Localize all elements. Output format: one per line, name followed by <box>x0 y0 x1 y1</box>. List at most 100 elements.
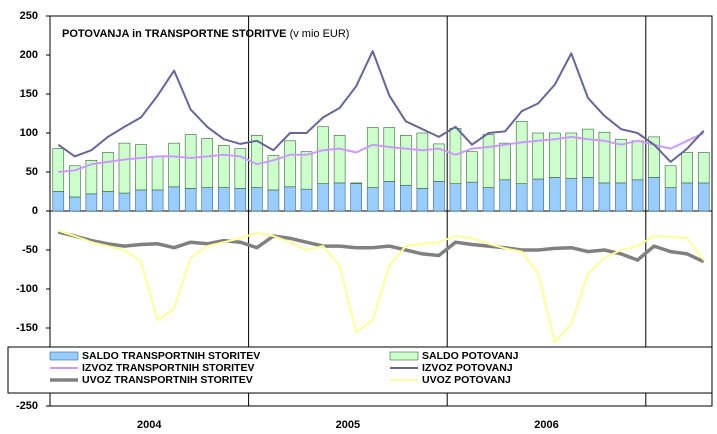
bar <box>135 189 147 212</box>
bar <box>168 142 180 188</box>
bar <box>515 121 528 185</box>
bar <box>598 131 611 184</box>
bar <box>366 187 379 212</box>
chart-title: POTOVANJA in TRANSPORTNE STORITVE (v mio… <box>62 28 349 40</box>
bar <box>317 183 329 212</box>
y-tick-label: -150 <box>16 322 38 334</box>
legend-swatch <box>389 351 419 361</box>
x-tick-label: 2005 <box>336 419 360 431</box>
bar <box>267 189 280 212</box>
y-tick-label: 100 <box>20 127 38 139</box>
bar <box>615 182 627 212</box>
bar <box>582 128 594 178</box>
bar <box>151 189 164 212</box>
legend-label: UVOZ POTOVANJ <box>422 374 511 386</box>
bar <box>168 186 180 212</box>
bar <box>631 179 644 212</box>
bar <box>648 177 660 212</box>
bar <box>317 126 329 185</box>
y-tick-label: -50 <box>22 244 38 256</box>
bar <box>251 187 263 212</box>
bar <box>201 187 214 212</box>
y-tick-label: 150 <box>20 88 38 100</box>
bar <box>565 132 578 179</box>
legend-label: SALDO POTOVANJ <box>422 350 519 362</box>
bar <box>697 152 710 184</box>
bar <box>631 140 644 181</box>
bar <box>217 145 230 188</box>
bar <box>681 152 693 184</box>
bar <box>416 132 429 189</box>
legend-swatch <box>49 351 79 361</box>
line <box>57 229 705 343</box>
bar <box>217 187 230 212</box>
line <box>57 50 705 163</box>
title: POTOVANJA in TRANSPORTNE STORITVE <box>62 28 287 40</box>
bar <box>102 191 114 212</box>
bar <box>515 183 528 212</box>
legend-box <box>7 346 713 394</box>
bar <box>300 188 313 212</box>
bar <box>201 138 214 188</box>
bar <box>499 142 511 181</box>
bar <box>416 188 429 212</box>
bar <box>433 181 445 212</box>
bar <box>449 183 462 212</box>
bar <box>598 182 611 212</box>
bar <box>466 181 478 212</box>
bar <box>548 177 561 212</box>
bar <box>151 156 164 191</box>
legend-label: IZVOZ POTOVANJ <box>422 362 513 374</box>
bar <box>85 193 98 212</box>
bar <box>400 184 412 212</box>
bar <box>69 165 81 198</box>
bar <box>118 192 131 212</box>
bar <box>69 196 81 212</box>
subtitle: (v mio EUR) <box>290 28 350 40</box>
x-tick-label: 2004 <box>137 419 162 431</box>
bar <box>400 135 412 186</box>
line <box>58 132 705 173</box>
bar <box>284 186 296 212</box>
bar <box>52 191 65 212</box>
bar <box>102 152 114 192</box>
bar <box>184 134 197 189</box>
bar <box>184 188 197 212</box>
bar <box>234 188 247 212</box>
bar <box>449 128 462 185</box>
line <box>57 230 705 264</box>
bar <box>52 148 65 192</box>
legend-label: SALDO TRANSPORTNIH STORITEV <box>82 350 260 362</box>
y-tick-label: 200 <box>20 49 38 61</box>
bar <box>648 136 660 178</box>
bar <box>383 127 396 182</box>
bar <box>466 151 478 183</box>
bar <box>681 182 693 212</box>
y-tick-label: -250 <box>16 400 38 412</box>
bar <box>350 182 362 184</box>
legend-label: IZVOZ TRANSPORTNIH STORITEV <box>82 362 254 374</box>
bar <box>532 132 545 180</box>
bar <box>499 179 511 212</box>
bar <box>383 181 396 212</box>
bar <box>532 178 545 212</box>
bar <box>582 177 594 212</box>
bar <box>234 148 247 189</box>
bar <box>615 138 627 184</box>
bar <box>664 165 677 188</box>
bar <box>697 182 710 212</box>
bar <box>482 134 495 188</box>
bar <box>350 183 362 212</box>
bar <box>333 135 346 184</box>
x-tick-label: 2006 <box>534 419 558 431</box>
bar <box>284 140 296 188</box>
y-tick-label: 0 <box>32 205 38 217</box>
bar <box>366 127 379 188</box>
bar <box>433 143 445 182</box>
bar <box>664 187 677 212</box>
bar <box>118 142 131 194</box>
y-tick-label: 50 <box>26 166 38 178</box>
y-tick-label: -100 <box>16 283 38 295</box>
bar <box>300 151 313 190</box>
